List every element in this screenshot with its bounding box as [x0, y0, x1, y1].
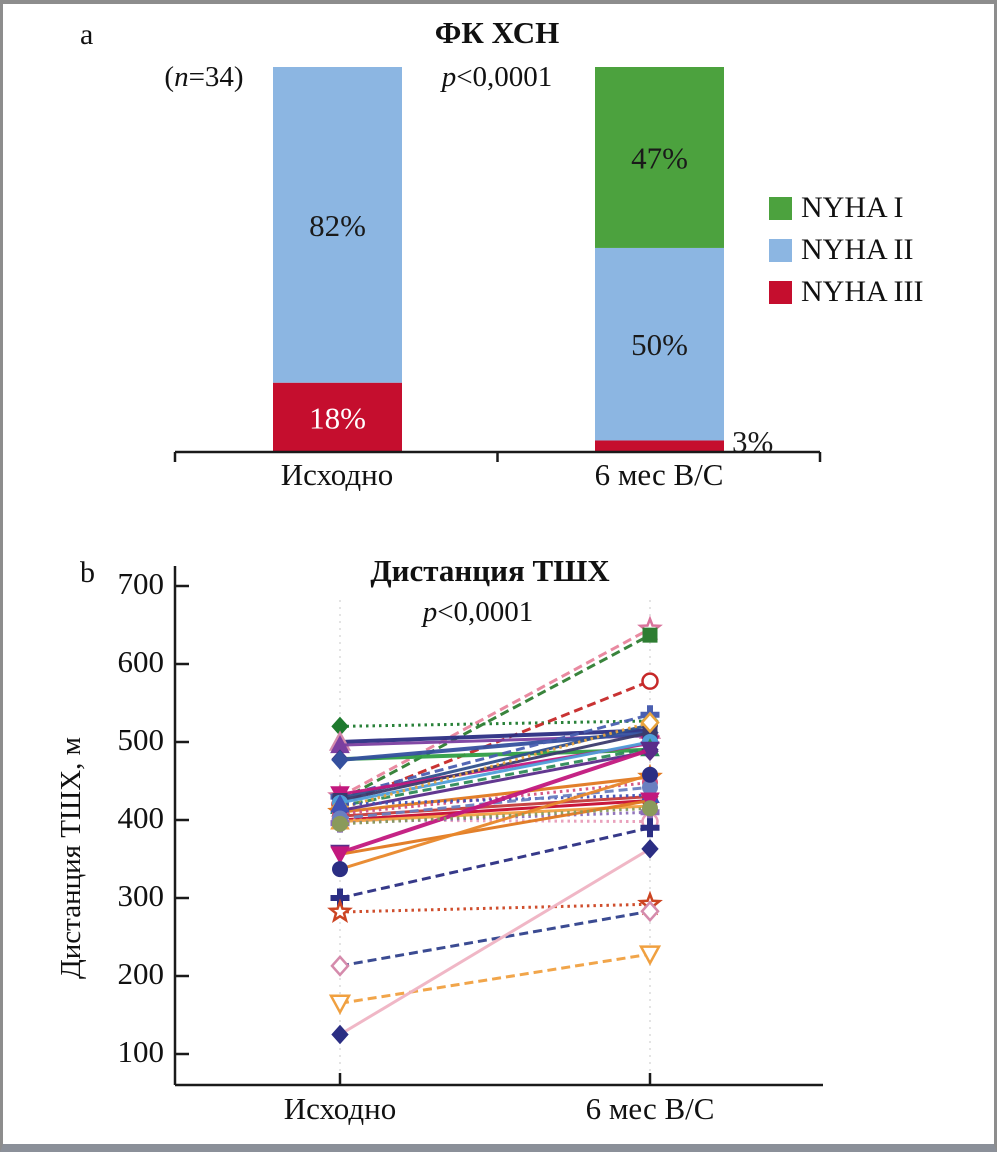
panel-a-title: ФК ХСН: [434, 15, 560, 50]
legend-swatch-nyha-2: [769, 238, 792, 262]
data-point-marker: [638, 945, 662, 966]
patient-line: [339, 902, 651, 914]
data-point-marker: [327, 898, 353, 923]
patient-line: [339, 847, 651, 1036]
legend-label: NYHA III: [801, 275, 924, 308]
data-point-marker: [640, 900, 660, 923]
panel-a-n-count: (n=34): [164, 61, 244, 93]
data-point-marker: [641, 839, 659, 859]
panel-b-p-value: p<0,0001: [422, 596, 534, 628]
bar-value-label: 3%: [732, 424, 773, 459]
bar-value-label: 82%: [309, 208, 366, 243]
legend-item: NYHA II: [769, 233, 923, 266]
bar-segment-nyha-iii: [595, 440, 724, 452]
data-point-marker: [332, 815, 348, 832]
legend-item: NYHA III: [769, 275, 924, 308]
data-point-marker: [331, 1024, 349, 1045]
legend-label: NYHA I: [801, 191, 904, 224]
patient-line: [339, 799, 651, 856]
patient-line: [339, 952, 651, 1005]
patient-line: [339, 795, 651, 818]
data-point-marker: [330, 846, 350, 865]
legend-swatch-nyha-1: [769, 196, 792, 220]
data-point-marker: [640, 741, 660, 760]
patient-line: [339, 799, 651, 822]
data-point-marker: [640, 711, 660, 734]
patient-line: [339, 721, 651, 810]
y-axis-tick-label: 200: [117, 956, 165, 991]
legend-item: NYHA I: [769, 191, 923, 224]
y-axis-tick-label: 600: [117, 644, 165, 679]
panel-b-title: Дистанция ТШХ: [370, 553, 610, 588]
data-point-marker: [642, 766, 658, 783]
data-point-marker: [642, 627, 658, 643]
patient-line: [339, 627, 651, 798]
y-axis-tick-label: 400: [117, 800, 165, 835]
y-axis-tick-label: 300: [117, 878, 165, 913]
y-axis-tick-label: 100: [117, 1034, 165, 1069]
data-point-marker: [328, 994, 352, 1015]
patient-line: [339, 909, 651, 968]
patient-line: [339, 731, 651, 802]
data-point-marker: [331, 750, 349, 770]
data-point-marker: [330, 954, 350, 977]
data-point-marker: [330, 888, 350, 908]
panel-b-category-baseline: Исходно: [283, 1091, 397, 1126]
bar-segment-nyha-ii: [273, 67, 402, 383]
bar-value-label: 50%: [631, 327, 688, 362]
patient-line: [339, 713, 651, 799]
panel-a-label: a: [80, 18, 94, 51]
bar-segment-nyha-i: [595, 67, 724, 248]
panel-a-p-value: p<0,0001: [441, 61, 553, 93]
data-point-marker: [641, 672, 659, 690]
patient-line: [339, 773, 651, 871]
bar-segment-nyha-iii: [273, 382, 402, 452]
bar-value-label: 18%: [309, 400, 366, 435]
panel-b-label: b: [80, 556, 95, 589]
patient-line: [339, 633, 651, 802]
bar-segment-nyha-ii: [595, 247, 724, 441]
data-point-marker: [640, 818, 660, 838]
y-axis-tick-label: 700: [117, 566, 165, 601]
patient-line: [339, 747, 651, 855]
bar-value-label: 47%: [631, 140, 688, 175]
patient-line: [339, 728, 651, 744]
data-point-marker: [332, 861, 348, 878]
patient-line: [339, 746, 651, 808]
patient-line: [339, 826, 651, 900]
panel-a-category-baseline: Исходно: [280, 457, 394, 492]
y-axis-tick-label: 500: [117, 722, 165, 757]
legend: NYHA I NYHA II NYHA III: [769, 191, 924, 319]
panel-b-category-6mo: 6 мес В/С: [585, 1091, 715, 1126]
data-point-marker: [642, 800, 658, 817]
panel-a-category-6mo: 6 мес В/С: [594, 457, 724, 492]
patient-line: [339, 749, 651, 813]
patient-line: [339, 775, 651, 814]
legend-swatch-nyha-3: [769, 280, 792, 304]
panel-b-y-axis-title: Дистанция ТШХ, м: [55, 737, 88, 979]
legend-label: NYHA II: [801, 233, 914, 266]
